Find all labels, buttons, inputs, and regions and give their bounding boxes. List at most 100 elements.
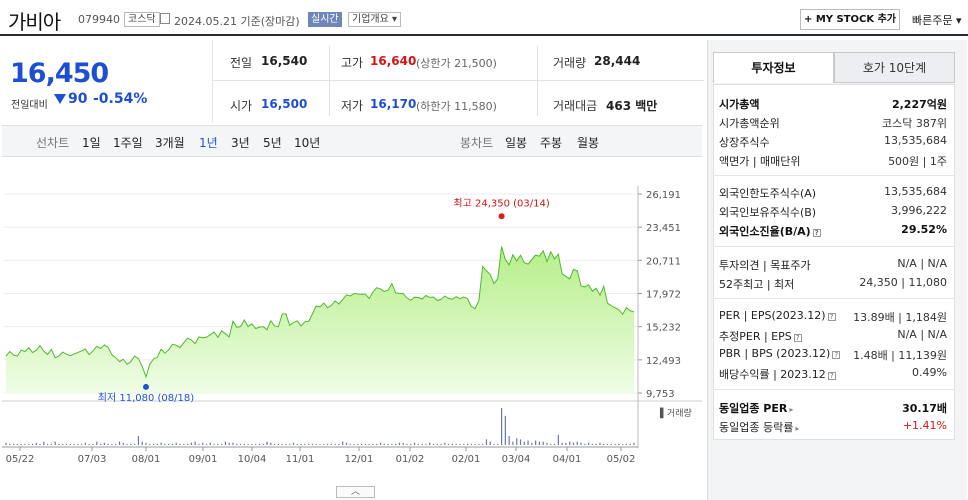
quick-order-dropdown[interactable]: 빠른주문 ▾ [912,14,962,27]
sector-per-label: 동일업종 PER ▸ [719,400,793,416]
help-icon[interactable]: ? [832,351,841,359]
period-10y[interactable]: 10년 [294,136,321,150]
volume-bar [546,442,548,445]
volume-bar [92,443,94,445]
change-percent: -0.54% [93,91,148,107]
y-tick-label: 26,191 [646,190,681,201]
volume-bar [319,443,321,445]
divider [713,246,955,247]
stock-name: 가비아 [8,10,61,34]
chart-area [5,246,635,393]
volume-bar [160,442,162,445]
x-tick-label: 05/02 [607,454,636,465]
chevron-right-icon[interactable]: ▸ [789,405,794,414]
volume-bar [500,408,503,445]
help-icon[interactable]: ? [827,313,836,321]
as-of-date: 2024.05.21 기준(장마감) [174,15,300,28]
volume-bar [198,443,200,445]
foreign-hold-value: 3,996,222 [891,204,947,217]
volume-bar [296,443,298,445]
volume-bar [542,441,544,445]
est-per-label: 추정PER | EPS? [719,328,802,344]
price-chart: 26,191 23,451 20,711 17,972 15,232 12,493 9,75… [2,186,702,465]
volume-bar [168,443,170,445]
opinion-value: N/A | N/A [897,257,947,270]
foreign-ratio-value: 29.52% [901,223,947,236]
volume-bar [580,442,582,445]
volume-bar [28,444,30,445]
high-value: 16,640 [370,54,417,68]
realtime-button[interactable]: 실시간 [308,12,342,27]
x-axis: 05/22 07/03 08/01 09/01 10/04 11/01 12/01 01/02… [2,446,638,465]
y-tick-label: 17,972 [646,290,681,301]
price-area-fill [6,246,634,393]
volume-bar [141,441,143,445]
volume-bar [535,440,537,445]
volume-bar [209,442,211,445]
line-chart-label: 선차트 [36,136,70,150]
max-label: 최고 24,350 (03/14) [453,197,549,209]
volume-bar [99,443,102,445]
candle-chart-label: 봉차트 [460,136,494,150]
period-3y[interactable]: 3년 [231,136,250,150]
volume-bar [145,442,147,445]
upper-limit: (상한가 21,500) [416,57,497,70]
volume-bar [345,442,348,445]
period-1d[interactable]: 1일 [82,136,101,150]
down-triangle-icon [54,94,66,104]
volume-bar [239,443,242,445]
help-icon[interactable]: ? [793,334,802,342]
volume-bar [20,444,22,445]
chevron-right-icon[interactable]: ▸ [795,424,800,433]
x-tick-label: 04/01 [553,454,582,465]
period-3m[interactable]: 3개월 [155,136,185,150]
volume-bar [213,443,215,445]
volume-bar [175,442,177,445]
volume-bar [164,443,166,445]
divider [212,80,704,81]
volume-bar [368,443,370,445]
tab-orderbook[interactable]: 호가 10단계 [834,52,955,83]
volume-bar [444,442,446,445]
w52-label: 52주최고 | 최저 [719,278,795,291]
period-1y[interactable]: 1년 [199,136,218,150]
tab-invest-info[interactable]: 투자정보 [713,52,834,83]
cap-rank-value: 코스닥 387위 [882,117,947,130]
volume-bar [474,443,476,445]
volume-bar [425,443,427,445]
volume-bar [527,440,529,445]
volume-bar [103,442,105,445]
chart-collapse-button[interactable]: ︿ [336,486,375,498]
period-5y[interactable]: 5년 [263,136,282,150]
help-icon[interactable]: ? [827,372,836,380]
volume-bar [171,443,174,445]
divider [329,46,330,116]
candle-monthly[interactable]: 월봉 [577,136,600,150]
price-line [5,246,635,379]
volume-bar [308,443,310,445]
volume-bar [478,443,480,445]
add-mystock-button[interactable]: + MY STOCK 추가 [800,9,900,30]
volume-bar [436,443,438,445]
volume-bar [482,443,484,445]
current-price: 16,450 [10,58,109,89]
help-icon[interactable]: ? [812,229,821,237]
company-overview-dropdown[interactable]: 기업개요 ▾ [348,12,401,27]
prev-close-label: 전일 [230,56,253,70]
period-1w[interactable]: 1주일 [113,136,143,150]
foreign-ratio-text: 외국인소진율(B/A) [719,225,811,238]
market-cap-value: 2,227억원 [891,98,947,111]
candle-daily[interactable]: 일봉 [505,136,528,150]
candle-weekly[interactable]: 주봉 [540,136,563,150]
volume-bar [553,443,556,445]
volume-bar [550,443,552,445]
open-label: 시가 [230,99,253,113]
divider [713,389,955,390]
volume-bar [470,443,472,445]
volume-bar [315,443,317,445]
volume-bars: ▌거래량 [5,407,692,445]
volume-bar [31,443,34,445]
amount-value: 463 백만 [606,99,658,113]
volume-bar [274,443,276,445]
volume-bar [255,443,257,445]
